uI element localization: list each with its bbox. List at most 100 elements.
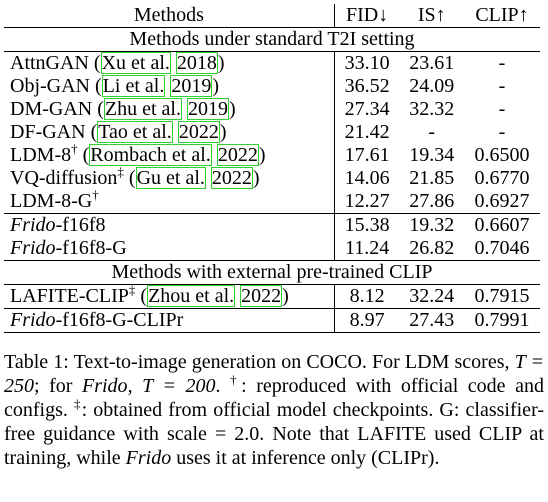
clip-cell-best: 0.7046 (474, 237, 530, 259)
is-cell-best: 32.32 (409, 98, 455, 120)
method-cell: Frido-f16f8-G-CLIPr (4, 308, 335, 333)
method-name: LDM-8 (10, 144, 72, 166)
clip-cell: 0.6927 (474, 190, 530, 212)
is-cell: 24.09 (409, 75, 455, 97)
method-name: VQ-diffusion (10, 167, 118, 189)
method-cell: Obj-GAN (Li et al. 2019) (4, 75, 335, 98)
table-caption: Table 1: Text-to-image generation on COC… (4, 351, 544, 469)
citation-link[interactable]: Gu et al. (135, 167, 206, 189)
method-name: Obj-GAN (10, 75, 90, 97)
clip-cell: - (498, 75, 506, 97)
math-t-250: T = 250 (4, 351, 544, 397)
fid-cell: 12.27 (344, 190, 390, 212)
citation-year-link[interactable]: 2022 (240, 285, 283, 307)
double-dagger-mark: ‡ (73, 396, 82, 411)
fid-cell: 15.38 (334, 213, 400, 237)
method-name: LAFITE-CLIP (10, 285, 129, 307)
table-row: DF-GAN (Tao et al. 2022) 21.42 - - (4, 121, 540, 144)
section-row-standard: Methods under standard T2I setting (4, 27, 540, 52)
dagger-mark: † (230, 372, 242, 387)
col-header-clip: CLIP↑ (475, 4, 529, 26)
is-cell: 26.82 (409, 237, 455, 259)
is-cell: 19.34 (409, 144, 455, 166)
clip-cell: - (498, 121, 506, 143)
section-label: Methods with external pre-trained CLIP (4, 260, 540, 285)
method-name: DF-GAN (10, 121, 86, 143)
table-row: Frido-f16f8 15.38 19.32 0.6607 (4, 213, 540, 237)
method-cell: DM-GAN (Zhu et al. 2019) (4, 98, 335, 121)
table-row: DM-GAN (Zhu et al. 2019) 27.34 32.32 - (4, 98, 540, 121)
table-row: LDM-8† (Rombach et al. 2022) 17.61 19.34… (4, 141, 540, 167)
table-row: LDM-8-G† 12.27 27.86 0.6927 (4, 187, 540, 214)
fid-cell-best: 11.24 (344, 237, 390, 259)
col-header-methods: Methods (4, 4, 335, 28)
table-row: Obj-GAN (Li et al. 2019) 36.52 24.09 - (4, 75, 540, 98)
method-name: DM-GAN (10, 98, 93, 120)
fid-cell-best: 8.12 (349, 285, 385, 307)
fid-cell: 21.42 (344, 121, 390, 143)
method-cell: LDM-8-G† (4, 187, 335, 214)
table-row: VQ-diffusion‡ (Gu et al. 2022) 14.06 21.… (4, 164, 540, 190)
fid-cell: 27.34 (344, 98, 390, 120)
citation-link[interactable]: Rombach et al. (89, 144, 212, 166)
clip-cell: - (498, 98, 506, 120)
method-name-italic: Frido (10, 309, 56, 331)
citation-year-link[interactable]: 2019 (170, 75, 213, 97)
citation-year-link[interactable]: 2022 (210, 167, 253, 189)
is-cell: 27.43 (399, 308, 465, 333)
method-cell: DF-GAN (Tao et al. 2022) (4, 121, 335, 144)
method-cell: Frido-f16f8-G (4, 237, 335, 261)
clip-cell-best: 0.7991 (464, 308, 540, 333)
dagger-mark: † (71, 141, 78, 156)
citation-link[interactable]: Xu et al. (100, 52, 171, 74)
method-name-italic: Frido (10, 237, 56, 259)
method-name-suffix: -f16f8-G-CLIPr (55, 309, 184, 331)
dagger-mark: † (92, 187, 99, 202)
clip-cell: 0.6770 (474, 167, 530, 189)
double-dagger-mark: ‡ (117, 164, 124, 179)
method-name: AttnGAN (10, 52, 89, 74)
citation-year-link[interactable]: 2019 (186, 98, 229, 120)
citation-year-link[interactable]: 2018 (175, 52, 218, 74)
method-name-suffix: -f16f8-G (55, 237, 127, 259)
is-cell: 21.85 (409, 167, 455, 189)
method-name-suffix: -f16f8 (55, 214, 106, 236)
citation-link[interactable]: Zhou et al. (147, 285, 236, 307)
fid-cell: 36.52 (344, 75, 390, 97)
method-cell: LAFITE-CLIP‡ (Zhou et al. 2022) (4, 282, 335, 309)
frido-name: Frido (125, 447, 172, 469)
fid-cell: 17.61 (344, 144, 390, 166)
results-table: Methods FID↓ IS↑ CLIP↑ Methods under sta… (4, 4, 540, 333)
is-cell-best: 32.24 (409, 285, 455, 307)
math-t-200: T = 200 (142, 375, 216, 397)
col-header-is: IS↑ (417, 4, 446, 26)
fid-cell: 8.97 (334, 308, 400, 333)
method-cell: LDM-8† (Rombach et al. 2022) (4, 141, 335, 167)
double-dagger-mark: ‡ (128, 282, 136, 297)
method-cell: AttnGAN (Xu et al. 2018) (4, 51, 335, 75)
citation-year-link[interactable]: 2022 (216, 144, 259, 166)
is-cell: 19.32 (399, 213, 465, 237)
clip-cell: - (498, 52, 506, 74)
method-cell: VQ-diffusion‡ (Gu et al. 2022) (4, 164, 335, 190)
table-row: Frido-f16f8-G-CLIPr 8.97 27.43 0.7991 (4, 308, 540, 333)
citation-year-link[interactable]: 2022 (177, 121, 220, 143)
is-cell: 23.61 (409, 52, 455, 74)
table-row: LAFITE-CLIP‡ (Zhou et al. 2022) 8.12 32.… (4, 282, 540, 309)
method-name: LDM-8-G (10, 190, 93, 212)
frido-name: Frido (82, 375, 128, 397)
fid-cell: 14.06 (344, 167, 390, 189)
table-row: Frido-f16f8-G 11.24 26.82 0.7046 (4, 237, 540, 261)
citation-link[interactable]: Zhu et al. (103, 98, 182, 120)
citation-link[interactable]: Tao et al. (97, 121, 173, 143)
method-cell: Frido-f16f8 (4, 213, 335, 237)
section-label: Methods under standard T2I setting (4, 27, 540, 52)
clip-cell: 0.6500 (474, 144, 530, 166)
clip-cell: 0.7915 (474, 285, 530, 307)
section-row-clip: Methods with external pre-trained CLIP (4, 260, 540, 285)
col-header-fid: FID↓ (345, 4, 389, 26)
fid-cell: 33.10 (344, 52, 390, 74)
table-header-row: Methods FID↓ IS↑ CLIP↑ (4, 4, 540, 28)
citation-link[interactable]: Li et al. (101, 75, 166, 97)
